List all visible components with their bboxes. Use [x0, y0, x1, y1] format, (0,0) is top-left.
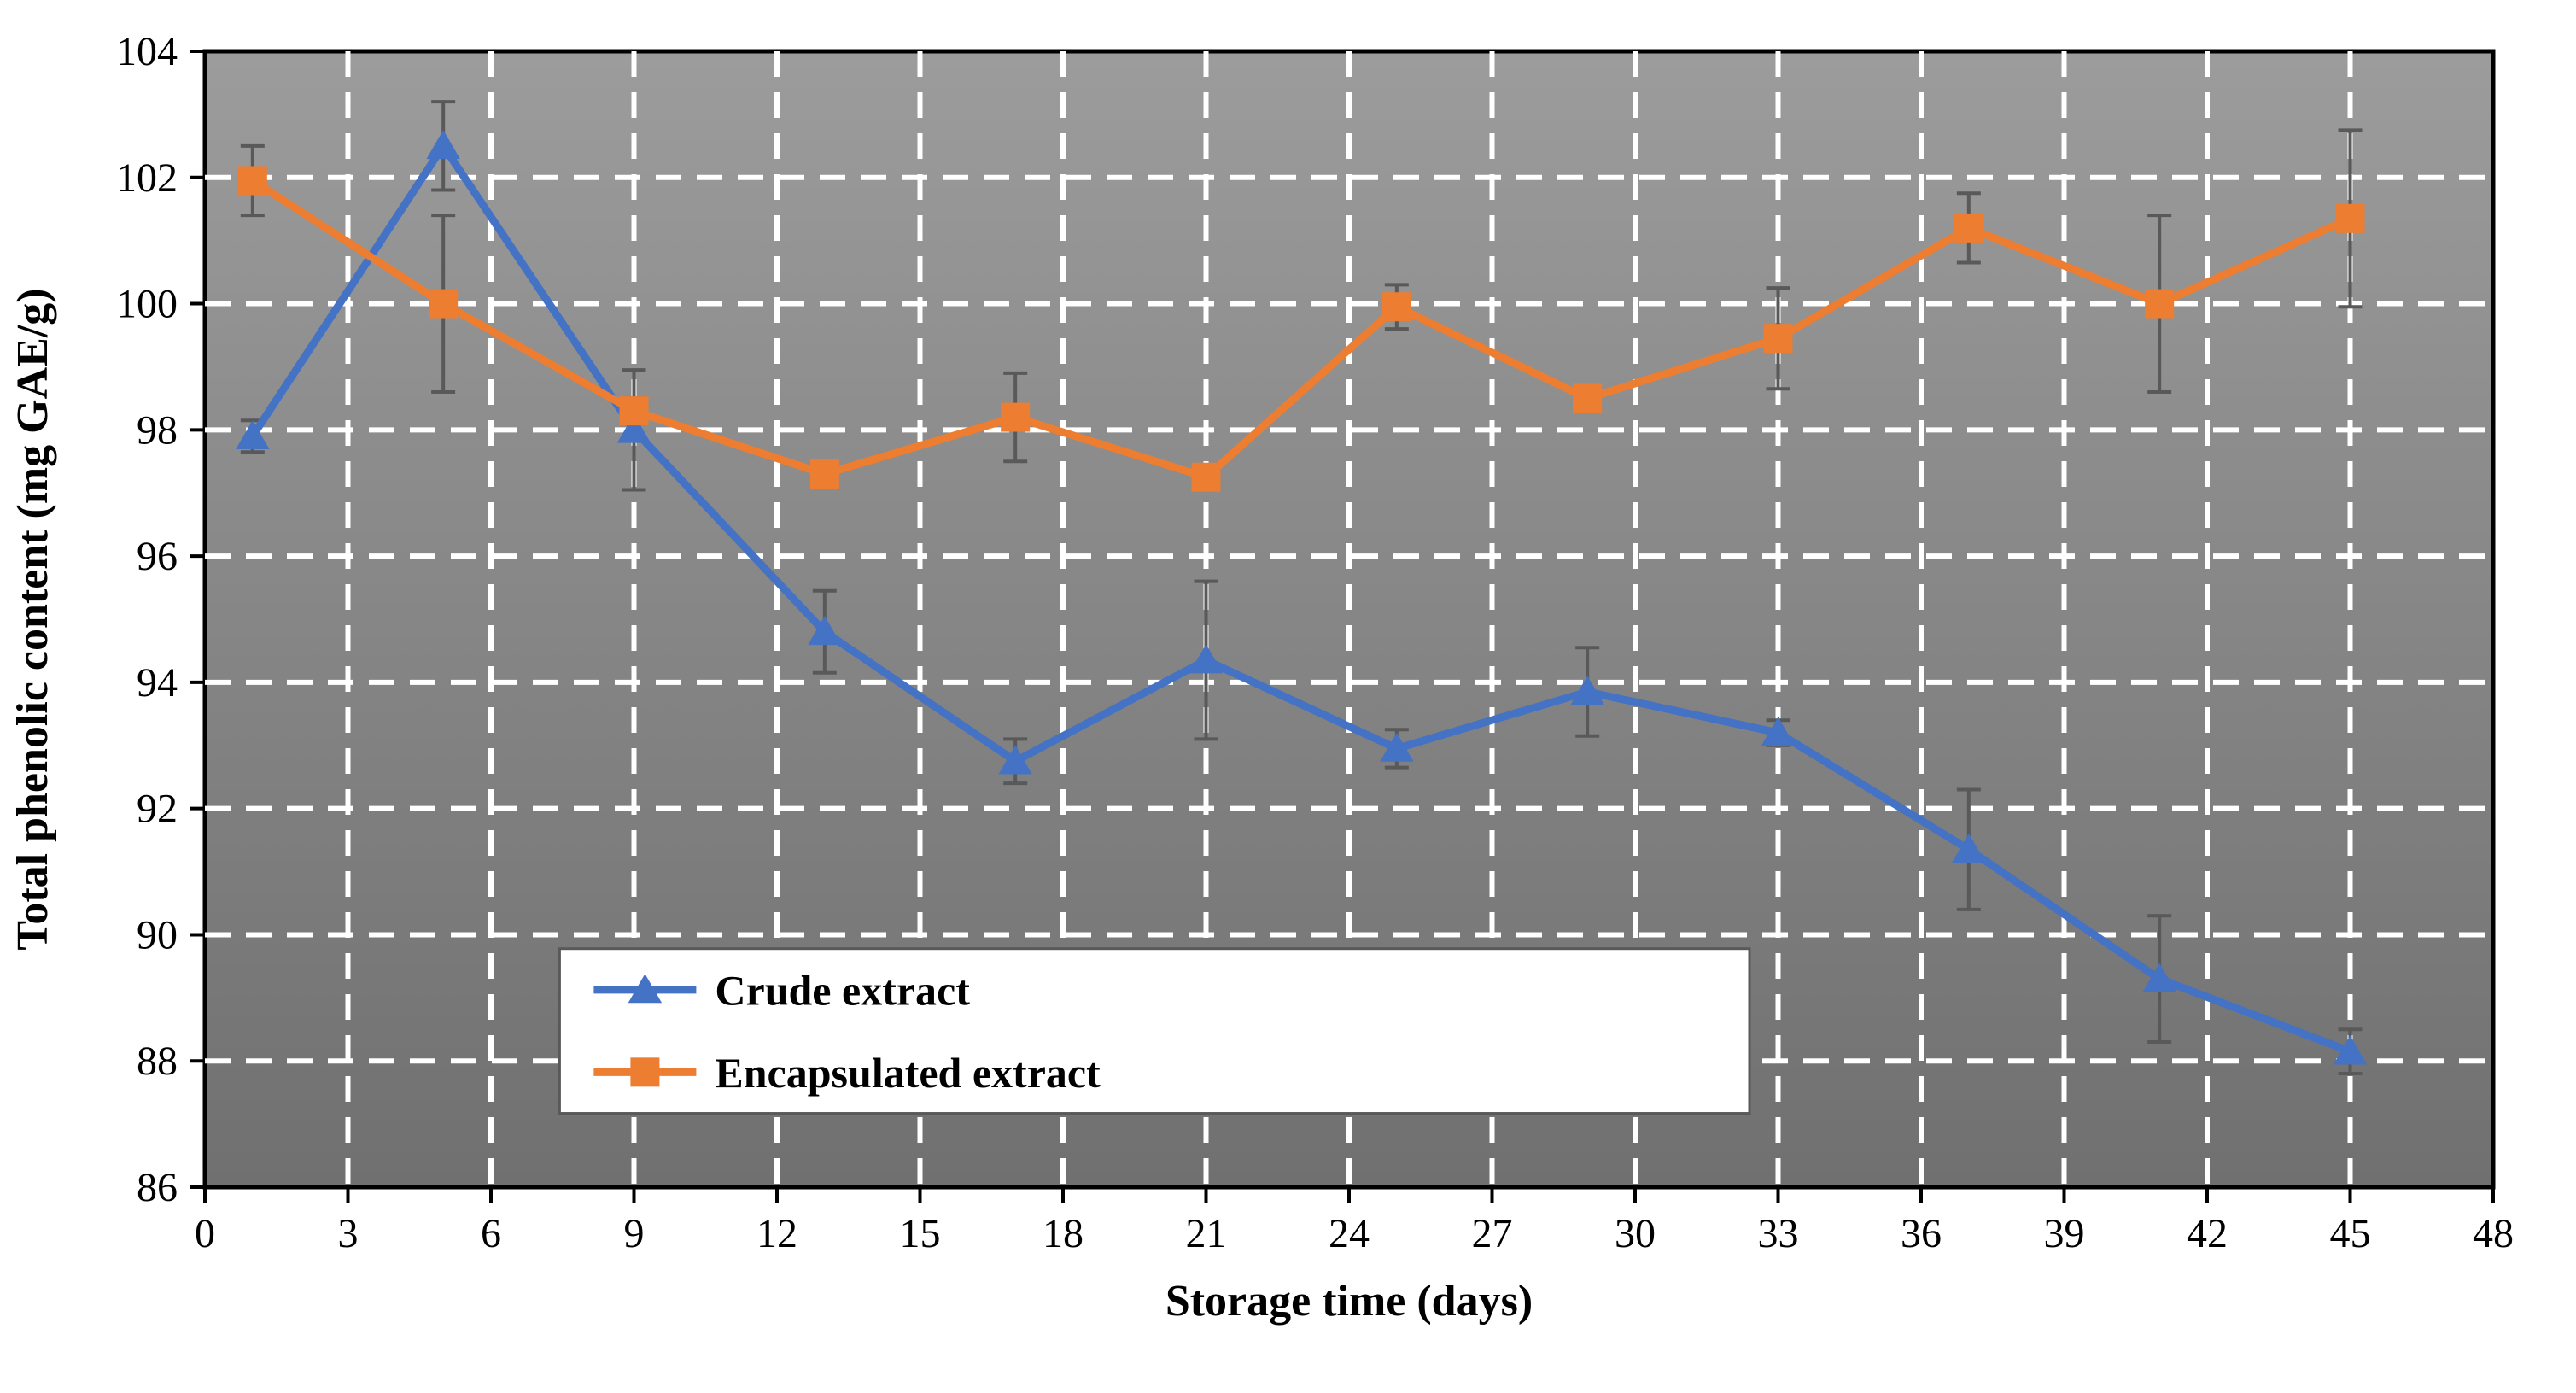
y-axis-title: Total phenolic content (mg GAE/g) [9, 288, 57, 950]
x-axis-title: Storage time (days) [1165, 1277, 1533, 1326]
y-tick-label: 94 [137, 660, 178, 705]
y-ticks: 86 88 90 92 94 96 98 100 102 104 [116, 29, 205, 1210]
x-tick-label: 45 [2330, 1211, 2371, 1256]
x-tick-label: 42 [2187, 1211, 2228, 1256]
y-tick-label: 100 [116, 282, 178, 327]
x-tick-label: 33 [1758, 1211, 1799, 1256]
y-tick-label: 104 [116, 29, 178, 74]
x-tick-label: 36 [1901, 1211, 1942, 1256]
y-tick-label: 92 [137, 787, 178, 832]
x-ticks: 036912151821242730333639424548 [195, 1187, 2514, 1256]
y-tick-label: 90 [137, 912, 178, 957]
x-tick-label: 15 [900, 1211, 941, 1256]
y-tick-label: 98 [137, 407, 178, 453]
legend-label-crude: Crude extract [715, 966, 970, 1014]
x-tick-label: 9 [624, 1211, 645, 1256]
y-tick-label: 96 [137, 534, 178, 579]
x-tick-label: 18 [1043, 1211, 1084, 1256]
x-tick-label: 30 [1615, 1211, 1656, 1256]
x-tick-label: 27 [1472, 1211, 1513, 1256]
x-tick-label: 48 [2473, 1211, 2514, 1256]
y-tick-label: 102 [116, 155, 178, 201]
legend: Crude extract Encapsulated extract [559, 949, 1749, 1114]
y-tick-label: 88 [137, 1039, 178, 1084]
y-tick-label: 86 [137, 1165, 178, 1210]
x-tick-label: 21 [1186, 1211, 1227, 1256]
x-tick-label: 6 [481, 1211, 501, 1256]
x-tick-label: 24 [1329, 1211, 1370, 1256]
phenolic-chart: 036912151821242730333639424548Storage ti… [0, 0, 2576, 1393]
chart-container: 036912151821242730333639424548Storage ti… [0, 0, 2576, 1393]
x-tick-label: 0 [195, 1211, 215, 1256]
x-tick-label: 39 [2044, 1211, 2085, 1256]
x-tick-label: 12 [756, 1211, 797, 1256]
legend-label-encapsulated: Encapsulated extract [715, 1049, 1101, 1097]
x-tick-label: 3 [338, 1211, 359, 1256]
